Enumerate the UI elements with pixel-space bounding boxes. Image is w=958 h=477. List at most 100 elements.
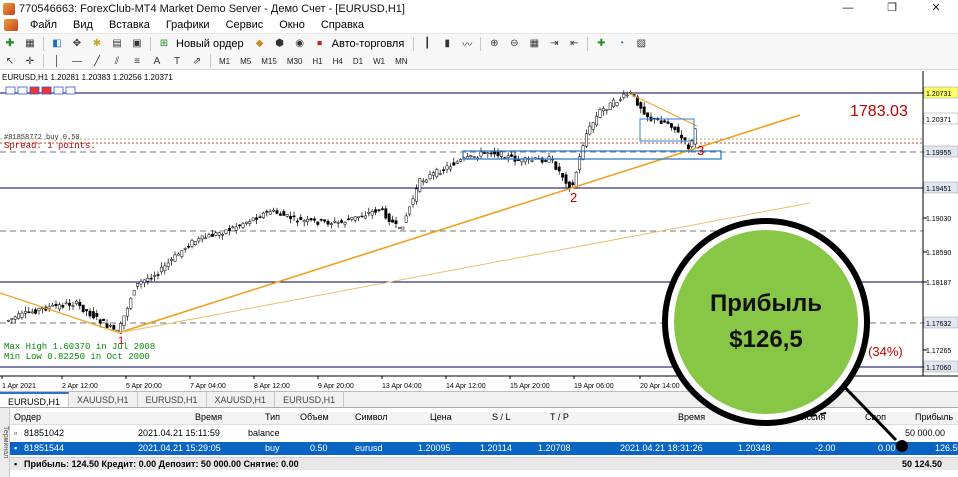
timeframe-h1[interactable]: H1: [312, 56, 323, 66]
horizontal-line-icon[interactable]: —: [72, 55, 82, 67]
candle-body: [319, 219, 323, 221]
col-commission[interactable]: Комиссия: [785, 412, 826, 422]
new-chart-icon[interactable]: ✚: [5, 38, 15, 49]
timeframe-m15[interactable]: M15: [261, 56, 277, 66]
restore-button[interactable]: ❐: [887, 2, 897, 14]
percent-label: 23 (34%): [850, 344, 903, 359]
tab-eurusd-h1-2[interactable]: EURUSD,H1: [138, 392, 207, 407]
new-order-icon[interactable]: ⊞: [159, 38, 169, 49]
label-icon[interactable]: T: [173, 55, 181, 67]
tab-xauusd-h1[interactable]: XAUUSD,H1: [69, 392, 138, 407]
market-watch-icon[interactable]: ◧: [52, 38, 62, 49]
menu-window[interactable]: Окно: [279, 19, 305, 31]
chart-shift-icon[interactable]: ⇤: [570, 38, 579, 49]
candle-body: [615, 102, 619, 106]
trendline-icon[interactable]: ╱: [93, 55, 101, 67]
price-chart[interactable]: 1.20731 1.20371 1.19955 1.19451 1.19030 1.185…: [0, 71, 958, 391]
col-tp[interactable]: T / P: [550, 412, 569, 422]
wave-label-3: 3: [697, 143, 704, 158]
candle-body: [27, 311, 31, 313]
price-label: 1.17265: [926, 348, 951, 355]
arrow-icon[interactable]: ⇗: [192, 55, 202, 67]
autoscroll-icon[interactable]: ⇥: [550, 38, 559, 49]
candle-body: [98, 319, 102, 324]
zoom-in-icon[interactable]: ⊕: [490, 38, 499, 49]
menu-help[interactable]: Справка: [320, 19, 364, 31]
market-icon[interactable]: ⬢: [275, 38, 285, 49]
col-order[interactable]: Ордер: [14, 412, 42, 422]
metaeditor-icon[interactable]: ◆: [255, 38, 264, 49]
auto-trading-icon[interactable]: ⏹: [317, 38, 323, 49]
tab-eurusd-h1-3[interactable]: EURUSD,H1: [275, 392, 345, 407]
new-order-button[interactable]: Новый ордер: [176, 37, 244, 50]
candle-body: [683, 137, 687, 141]
col-sl[interactable]: S / L: [492, 412, 511, 422]
col-volume[interactable]: Объем: [300, 412, 329, 422]
timeframe-m1[interactable]: M1: [219, 56, 231, 66]
col-price[interactable]: Цена: [430, 412, 452, 422]
candle-body: [13, 316, 17, 320]
line-chart-icon[interactable]: 〰: [462, 40, 473, 51]
timeframe-w1[interactable]: W1: [373, 56, 386, 66]
cursor-icon[interactable]: ↖: [5, 55, 15, 67]
tab-xauusd-h1-2[interactable]: XAUUSD,H1: [207, 392, 276, 407]
indicators-icon[interactable]: ✚: [597, 38, 606, 49]
timeframe-d1[interactable]: D1: [352, 56, 364, 66]
zoom-out-icon[interactable]: ⊖: [510, 38, 519, 49]
col-time[interactable]: Время: [195, 412, 223, 422]
menu-view[interactable]: Вид: [73, 19, 93, 31]
candle-body: [272, 209, 276, 212]
col-profit[interactable]: Прибыль: [915, 412, 954, 422]
col-swap[interactable]: Своп: [865, 412, 887, 422]
crosshair-icon[interactable]: ✛: [25, 55, 35, 67]
terminal-panel: Терминал Ордер Время Тип Объем Символ Це…: [0, 407, 958, 477]
bar-chart-icon[interactable]: ┃: [424, 38, 431, 49]
table-row[interactable]: ▪ 81851544 2021.04.21 15:29:05 buy 0.50 …: [10, 442, 958, 455]
minimize-button[interactable]: —: [842, 2, 854, 14]
price-tag: [923, 145, 958, 158]
menu-charts[interactable]: Графики: [165, 19, 210, 31]
text-icon[interactable]: A: [153, 55, 161, 67]
data-window-icon[interactable]: ✥: [72, 38, 82, 49]
terminal-side-label[interactable]: Терминал: [0, 408, 10, 477]
balance-summary: ▪ Прибыль: 124.50 Кредит: 0.00 Депозит: …: [10, 457, 958, 470]
tab-eurusd-h1[interactable]: EURUSD,H1: [0, 392, 70, 407]
menu-tools[interactable]: Сервис: [225, 19, 264, 31]
col-time2[interactable]: Время: [678, 412, 706, 422]
candle-body: [394, 220, 398, 224]
candle-body: [244, 221, 248, 224]
terminal-icon[interactable]: ▤: [112, 38, 122, 49]
navigator-icon[interactable]: ✱: [92, 38, 102, 49]
periods-icon[interactable]: ◔: [618, 38, 625, 49]
candle-body: [10, 318, 14, 320]
candle-body: [91, 311, 95, 319]
chart-window-icon[interactable]: [4, 19, 18, 31]
fibonacci-icon[interactable]: ≡: [134, 55, 140, 67]
timeframe-m30[interactable]: M30: [286, 56, 303, 66]
close-button[interactable]: ✕: [931, 2, 941, 14]
timeframe-m5[interactable]: M5: [240, 56, 252, 66]
candle-body: [622, 93, 626, 98]
menu-file[interactable]: Файл: [30, 19, 58, 31]
menu-insert[interactable]: Вставка: [108, 19, 150, 31]
tile-windows-icon[interactable]: ▦: [529, 38, 540, 49]
channel-icon[interactable]: ⫽: [114, 55, 120, 67]
timeframe-h4[interactable]: H4: [332, 56, 343, 66]
signals-icon[interactable]: ◉: [295, 38, 305, 49]
candle-chart-icon[interactable]: ▮: [444, 38, 451, 49]
table-row[interactable]: ▫ 81851042 2021.04.21 15:11:59 balance 5…: [10, 427, 958, 440]
profiles-icon[interactable]: ▦: [25, 38, 35, 49]
col-symbol[interactable]: Символ: [355, 412, 388, 422]
candle-body: [153, 275, 157, 277]
col-type[interactable]: Тип: [265, 412, 281, 422]
candle-body: [496, 151, 500, 157]
vertical-line-icon[interactable]: │: [53, 55, 61, 67]
price-tag: [923, 316, 958, 329]
auto-trading-button[interactable]: Авто-торговля: [331, 37, 405, 50]
candle-body: [54, 303, 58, 306]
tester-icon[interactable]: ▣: [132, 38, 142, 49]
callout-amount: $126,5: [729, 326, 803, 353]
timeframe-mn[interactable]: MN: [395, 56, 408, 66]
window-title: 770546663: ForexClub-MT4 Market Demo Ser…: [19, 2, 405, 15]
templates-icon[interactable]: ▧: [636, 38, 647, 49]
